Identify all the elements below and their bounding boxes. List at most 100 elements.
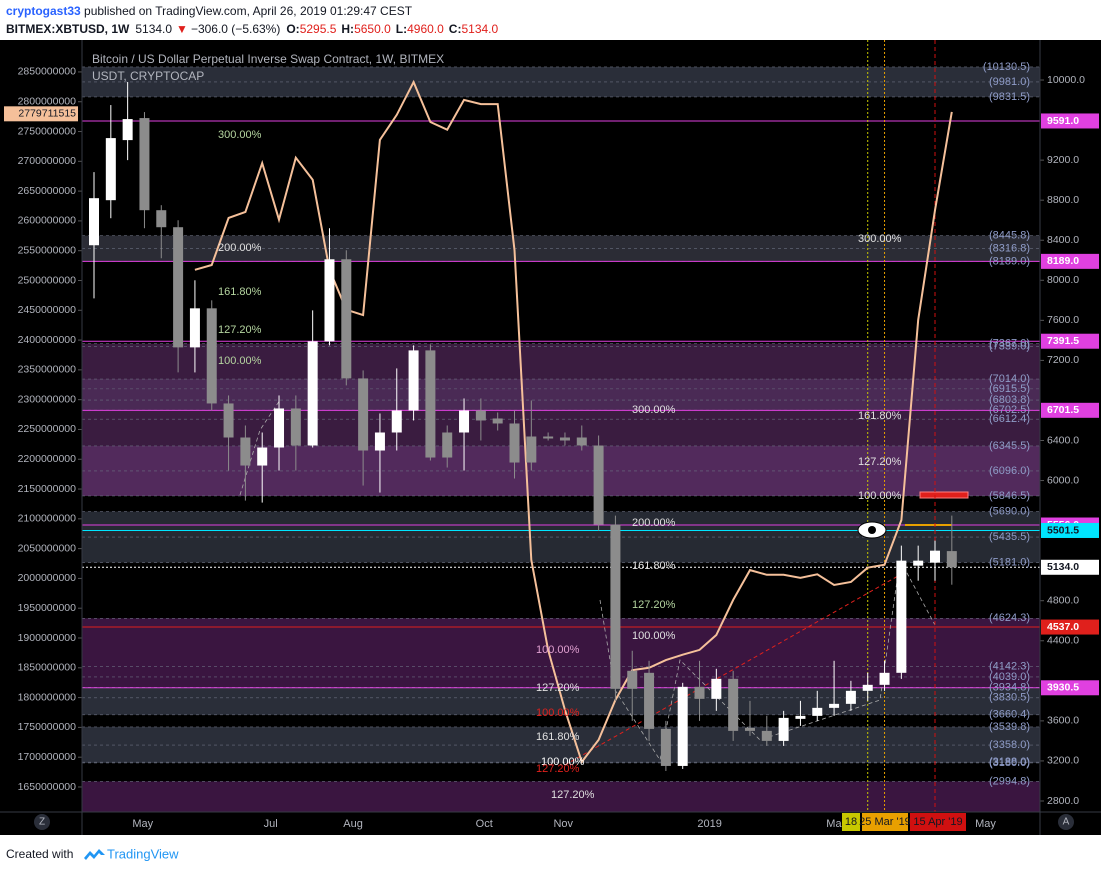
price-label: 3930.5 (1047, 682, 1079, 694)
y-tick-label: 2550000000 (18, 244, 77, 256)
fib-label: 161.80% (858, 410, 902, 422)
x-tick-label: Nov (553, 818, 573, 830)
candle-body (795, 715, 806, 719)
y-tick-label: 2800000000 (18, 96, 77, 108)
y2-tick-label: 8000.0 (1047, 274, 1079, 286)
level-label: (5181.0) (989, 556, 1030, 568)
y-tick-label: 2200000000 (18, 453, 77, 465)
price-label: 5134.0 (1047, 561, 1079, 573)
eye-pupil (868, 526, 876, 534)
corner-button-label: Z (39, 817, 45, 828)
corner-button-label: A (1063, 817, 1070, 828)
candle-body (341, 259, 352, 379)
fib-label: 200.00% (218, 242, 262, 254)
candle-body (559, 437, 570, 441)
y-tick-label: 1950000000 (18, 602, 77, 614)
publish-line: cryptogast33 published on TradingView.co… (6, 4, 413, 18)
price-label: 5501.5 (1047, 524, 1079, 536)
candle-body (610, 524, 621, 689)
price-label-box (1041, 680, 1099, 696)
y2-tick-label: 4400.0 (1047, 635, 1079, 647)
candle-body (257, 447, 268, 466)
x-tick-label: Aug (343, 818, 363, 830)
y2-tick-label: 3600.0 (1047, 715, 1079, 727)
level-label: (8189.0) (989, 255, 1030, 267)
level-label: (3830.5) (989, 692, 1030, 704)
level-label: (10130.5) (983, 61, 1030, 73)
candle-body (122, 119, 133, 141)
candle-body (644, 672, 655, 729)
candle-body (442, 432, 453, 458)
symbol-line: BITMEX:XBTUSD, 1W 5134.0 ▼ −306.0 (−5.63%) O… (6, 22, 498, 36)
y-tick-label: 2500000000 (18, 274, 77, 286)
candle-body (862, 684, 873, 691)
candle-body (778, 717, 789, 741)
fib-label: 100.00% (218, 355, 262, 367)
x-tick-label: Jul (264, 818, 278, 830)
level-label: (6345.5) (989, 440, 1030, 452)
change-arrow: ▼ (176, 22, 188, 36)
candle-body (627, 670, 638, 689)
candle-body (677, 686, 688, 766)
level-label: (7367.0) (989, 338, 1030, 350)
price-label: 8189.0 (1047, 255, 1079, 267)
y-tick-label: 2000000000 (18, 572, 77, 584)
y-tick-label: 2050000000 (18, 542, 77, 554)
y-tick-label: 1650000000 (18, 781, 77, 793)
change: −306.0 (−5.63%) (191, 22, 280, 36)
candle-body (660, 728, 671, 766)
candle-body (475, 410, 486, 421)
price-label-box (1041, 113, 1099, 129)
corner-button[interactable] (1058, 814, 1074, 830)
fib-label: 100.00% (541, 756, 585, 768)
candle-body (829, 703, 840, 708)
corner-button[interactable] (34, 814, 50, 830)
level-label: (4142.3) (989, 660, 1030, 672)
date-tag: 18 (845, 816, 857, 828)
date-tag: 25 Mar '19 (859, 816, 911, 828)
candle-body (274, 408, 285, 448)
candle-body (240, 437, 251, 466)
y-tick-label: 2750000000 (18, 125, 77, 137)
y-tick-label: 2100000000 (18, 513, 77, 525)
candle-body (812, 707, 823, 716)
candle-body (744, 727, 755, 731)
level-label: (4039.0) (989, 671, 1030, 683)
plot-area (82, 40, 1040, 812)
candle-body (509, 423, 520, 463)
fib-label: 100.00% (858, 490, 902, 502)
overlay: (10130.5) (9981.0) (9831.5) (8445.8)(8316.8… (4, 61, 1099, 831)
candle-body (526, 436, 537, 463)
candle-body (223, 403, 234, 438)
level-label: (7014.0) (989, 373, 1030, 385)
x-tick-label: Oct (476, 818, 493, 830)
last-price: 5134.0 (135, 22, 172, 36)
y-tick-label: 1700000000 (18, 751, 77, 763)
candle-body (290, 408, 301, 446)
date-tag-box (862, 813, 908, 831)
y2-tick-label: 2800.0 (1047, 795, 1079, 807)
price-label-box (1041, 559, 1099, 575)
price-label: 7391.5 (1047, 335, 1079, 347)
y-tick-label: 1850000000 (18, 662, 77, 674)
zone (82, 379, 1040, 411)
chart-title: Bitcoin / US Dollar Perpetual Inverse Sw… (92, 52, 444, 66)
published: published on TradingView.com, April 26, … (81, 4, 413, 18)
candle-body (913, 560, 924, 566)
trend-line (239, 399, 281, 496)
y2-tick-label: 7600.0 (1047, 314, 1079, 326)
ohlc-value: 5134.0 (461, 22, 498, 36)
candle-body (694, 686, 705, 699)
level-label: (6702.5) (989, 404, 1030, 416)
candle-body (105, 138, 116, 201)
price-label-box (1041, 522, 1099, 538)
candle-body (845, 690, 856, 704)
candle-body (930, 550, 940, 563)
level-label: (6803.8) (989, 394, 1030, 406)
ohlc-value: 5295.5 (300, 22, 337, 36)
footer-brand[interactable]: TradingView (107, 846, 179, 861)
author[interactable]: cryptogast33 (6, 4, 81, 18)
candle-body (307, 341, 318, 446)
price-label: 4537.0 (1047, 621, 1079, 633)
candle-body (761, 730, 772, 741)
